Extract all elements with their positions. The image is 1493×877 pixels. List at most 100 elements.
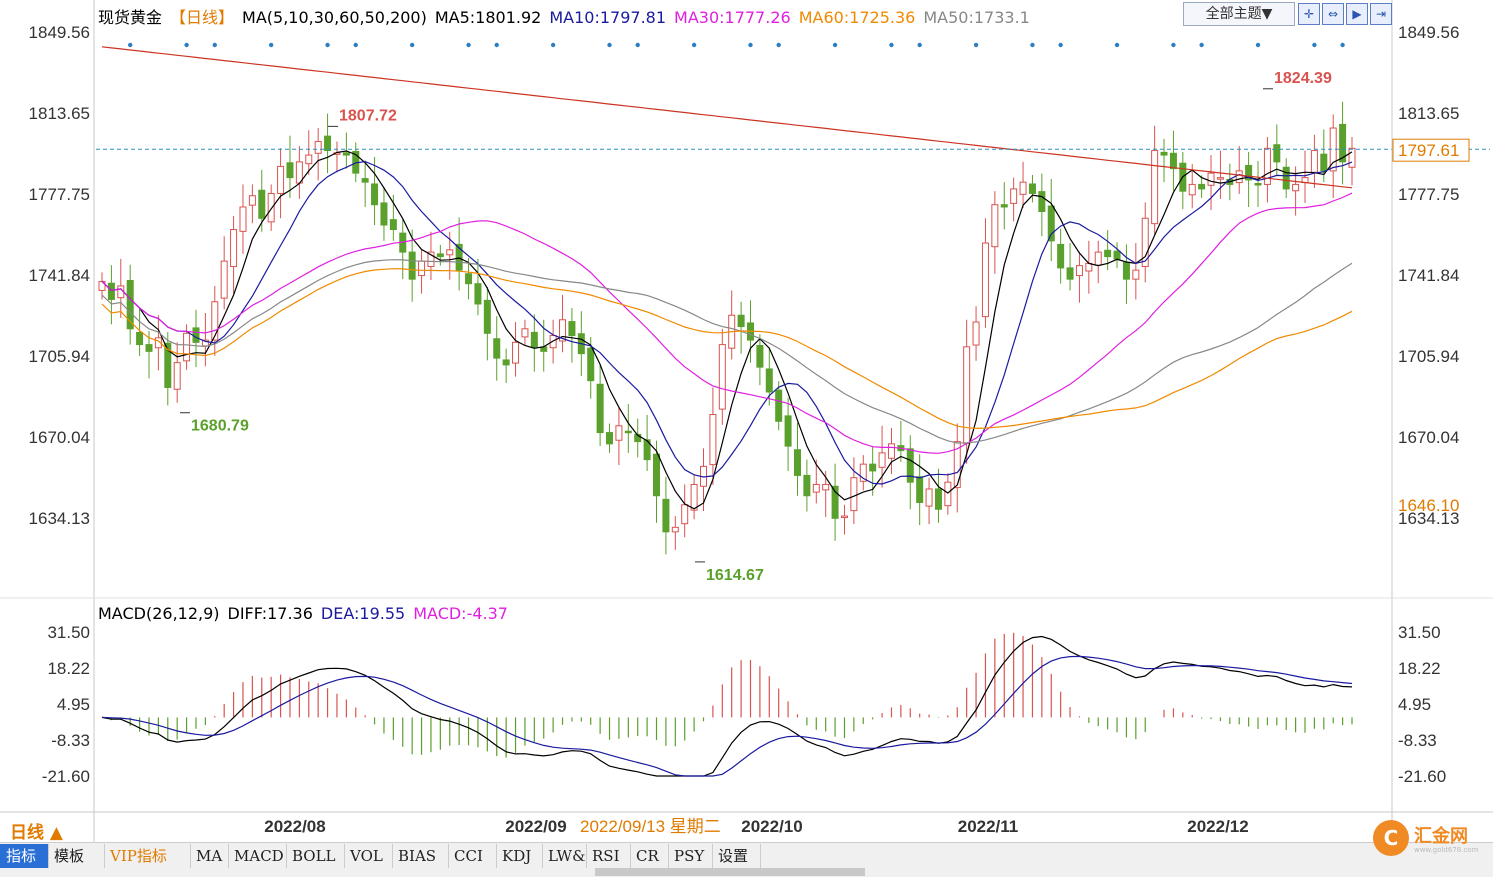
candle-down — [389, 219, 397, 231]
candle-down — [474, 283, 482, 305]
candle-up — [1310, 150, 1318, 173]
tab-11[interactable]: RSI — [586, 844, 631, 868]
tab-4[interactable]: MACD — [228, 844, 287, 868]
signal-dot — [889, 42, 894, 48]
candle-down — [107, 282, 115, 300]
tab-12[interactable]: CR — [630, 844, 669, 868]
ma60-value: MA60:1725.36 — [798, 8, 916, 27]
candle-down — [793, 449, 801, 476]
price-tick-label: 1849.56 — [29, 23, 90, 42]
signal-dot — [184, 42, 189, 48]
signal-dot — [212, 42, 217, 48]
candle-up — [671, 526, 679, 533]
tab-0[interactable]: 指标 — [0, 844, 49, 868]
logo-url: www.gold678.com — [1414, 846, 1479, 854]
secondary-price-label: 1646.10 — [1398, 496, 1459, 515]
tab-8[interactable]: CCI — [448, 844, 497, 868]
candle-down — [455, 243, 463, 271]
zoom-out-icon[interactable]: ⇔ — [1322, 3, 1344, 25]
candle-down — [1000, 204, 1008, 208]
candle-down — [380, 202, 388, 226]
candle-down — [1038, 191, 1046, 212]
price-tick-label: 1813.65 — [1398, 104, 1459, 123]
period-toggle[interactable]: 日线 ▲ — [10, 823, 63, 843]
tab-1[interactable]: 模板 — [48, 844, 105, 868]
candle-up — [277, 165, 285, 194]
candle-up — [239, 206, 247, 232]
price-tick-label: 1705.94 — [29, 347, 90, 366]
signal-dot — [1114, 42, 1120, 48]
ma60-line — [101, 268, 1353, 430]
tab-7[interactable]: BIAS — [392, 844, 449, 868]
candle-up — [1010, 188, 1018, 204]
forward-icon[interactable]: ⇥ — [1370, 3, 1392, 25]
candle-down — [1104, 249, 1112, 258]
candle-up — [446, 249, 454, 256]
candle-down — [258, 189, 266, 219]
signal-dot — [1199, 42, 1204, 48]
candle-down — [606, 432, 614, 445]
candle-up — [211, 301, 219, 341]
theme-selector[interactable]: 全部主题▼ — [1183, 2, 1295, 26]
candle-down — [136, 331, 144, 346]
diff-value: DIFF:17.36 — [227, 604, 313, 623]
candle-down — [784, 415, 792, 447]
candle-up — [991, 204, 999, 248]
candle-down — [1273, 144, 1281, 163]
zoom-in-icon[interactable]: ✛ — [1298, 3, 1320, 25]
macd-legend: MACD(26,12,9) DIFF:17.36 DEA:19.55 MACD:-4.… — [98, 604, 516, 623]
candle-up — [314, 141, 322, 154]
candle-down — [436, 253, 444, 258]
candle-down — [1066, 267, 1074, 280]
candle-down — [831, 485, 839, 519]
signal-dot — [635, 42, 640, 48]
tab-5[interactable]: BOLL — [286, 844, 345, 868]
macd-tick-label: 4.95 — [1398, 695, 1431, 714]
tab-13[interactable]: PSY — [668, 844, 713, 868]
candle-up — [1094, 251, 1102, 266]
high-label: 1807.72 — [339, 107, 397, 124]
period-tag: 【日线】 — [170, 8, 235, 27]
current-price-label: 1797.61 — [1398, 141, 1459, 160]
diff-line — [101, 635, 1353, 777]
tab-14[interactable]: 设置 — [712, 844, 761, 868]
signal-dot — [494, 42, 499, 48]
signal-dot — [1255, 42, 1261, 48]
signal-dot — [1312, 42, 1317, 48]
candle-up — [183, 332, 191, 362]
candle-down — [1254, 183, 1262, 186]
candle-up — [850, 477, 858, 512]
signal-dot — [917, 42, 922, 48]
signal-dot — [691, 42, 697, 48]
candle-down — [1047, 205, 1055, 242]
tab-2[interactable]: VIP指标 — [104, 844, 191, 868]
tab-9[interactable]: KDJ — [496, 844, 543, 868]
candle-down — [1282, 166, 1290, 190]
candle-down — [286, 162, 294, 179]
candle-up — [981, 242, 989, 318]
candle-down — [342, 152, 350, 156]
candle-up — [173, 362, 181, 390]
logo-name: 汇金网 — [1414, 826, 1468, 847]
candle-up — [559, 319, 567, 342]
price-tick-label: 1813.65 — [29, 104, 90, 123]
candle-up — [418, 260, 426, 277]
candle-down — [934, 488, 942, 510]
candle-down — [568, 321, 576, 337]
macd-value: MACD:-4.37 — [413, 604, 508, 623]
candle-up — [1188, 183, 1196, 196]
signal-dot — [466, 42, 471, 48]
signal-dot — [409, 42, 415, 48]
candle-down — [1113, 250, 1121, 260]
tab-10[interactable]: LW& — [542, 844, 587, 868]
play-icon[interactable]: ▶ — [1346, 3, 1368, 25]
candle-up — [1216, 177, 1224, 180]
tab-6[interactable]: VOL — [344, 844, 393, 868]
tab-3[interactable]: MA — [190, 844, 229, 868]
price-tick-label: 1670.04 — [29, 428, 90, 447]
candle-down — [643, 439, 651, 461]
candle-down — [803, 474, 811, 497]
candle-down — [145, 344, 153, 352]
horizontal-scrollbar[interactable] — [595, 868, 865, 876]
macd-pane — [101, 632, 1353, 777]
